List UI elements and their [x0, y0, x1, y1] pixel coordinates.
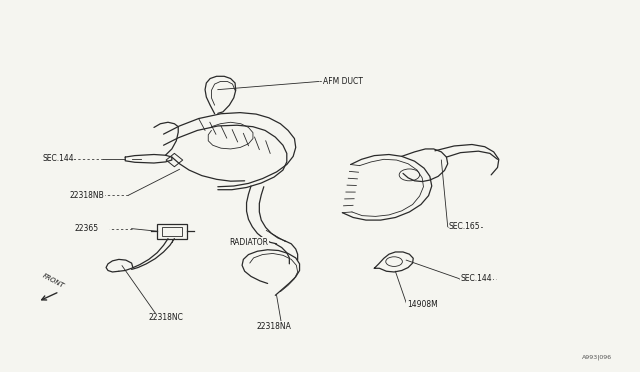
Text: A993|096: A993|096	[582, 355, 612, 360]
Text: 22318NA: 22318NA	[256, 321, 291, 331]
Text: FRONT: FRONT	[42, 273, 66, 289]
Bar	[157, 224, 186, 238]
Text: RADIATOR: RADIATOR	[229, 238, 268, 247]
Text: 22318NC: 22318NC	[149, 313, 184, 322]
Text: 14908M: 14908M	[407, 300, 438, 309]
Text: 22318NB: 22318NB	[70, 191, 104, 200]
Text: SEC.144: SEC.144	[42, 154, 74, 163]
Bar	[162, 227, 182, 235]
Text: 22365: 22365	[74, 224, 99, 233]
Text: SEC.144: SEC.144	[461, 274, 492, 283]
Text: SEC.165: SEC.165	[449, 222, 481, 231]
Text: AFM DUCT: AFM DUCT	[323, 77, 362, 86]
